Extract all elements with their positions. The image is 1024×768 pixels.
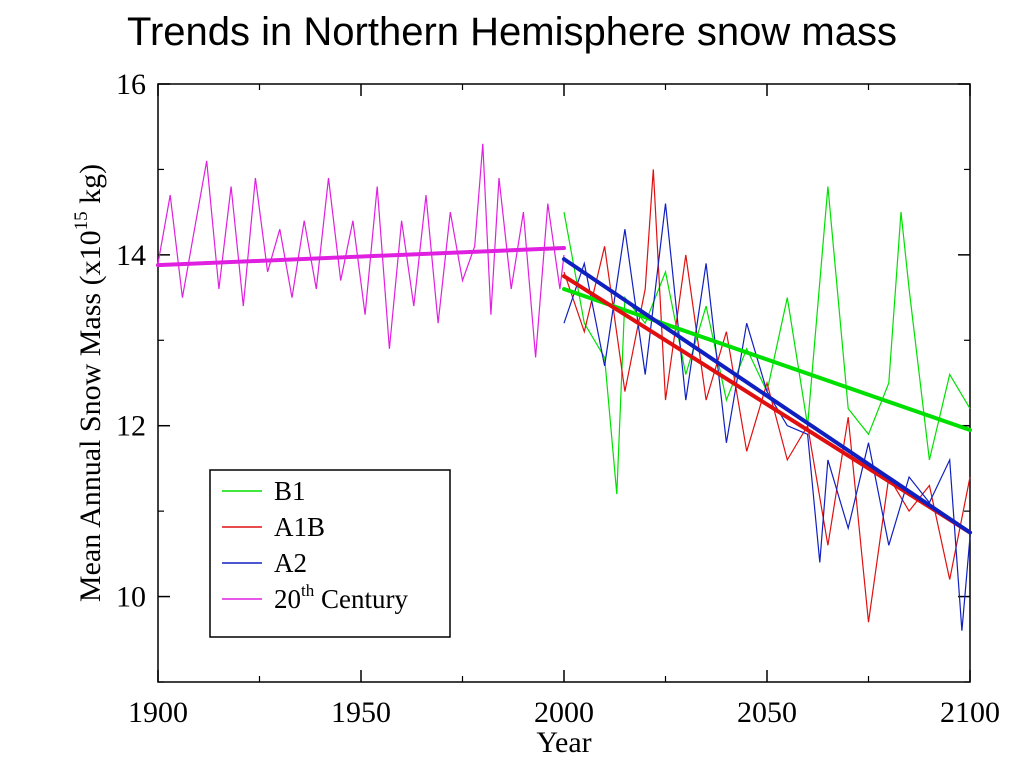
- legend-box: [209, 469, 451, 638]
- x-axis-title: Year: [536, 726, 591, 759]
- trend-line-20th-century: [156, 246, 566, 268]
- y-axis-title-unit: kg): [74, 164, 107, 212]
- series-line-20th-century: [157, 143, 565, 358]
- trend-line-a2: [562, 257, 972, 535]
- legend-label: A1B: [274, 512, 325, 542]
- x-tick-label: 2050: [737, 696, 797, 729]
- y-tick-label: 14: [116, 239, 146, 272]
- legend-label: A2: [274, 548, 307, 578]
- page-title: Trends in Northern Hemisphere snow mass: [127, 10, 897, 54]
- series-line-a1b: [563, 169, 971, 623]
- y-axis-title: Mean Annual Snow Mass (x1015 kg): [71, 164, 107, 602]
- x-tick-label: 1900: [128, 696, 188, 729]
- y-tick-label: 10: [116, 581, 146, 614]
- tick-labels: 1900 1950 2000 2050 2100 10 12 14 16: [116, 68, 1000, 729]
- legend-label: 20th Century: [274, 581, 408, 614]
- x-tick-label: 2100: [940, 696, 1000, 729]
- trend-line-a1b: [562, 274, 972, 535]
- x-tick-label: 2000: [534, 696, 594, 729]
- axis-ticks: [157, 83, 971, 683]
- x-tick-label: 1950: [331, 696, 391, 729]
- y-axis-title-main: Mean Annual Snow Mass (x10: [74, 230, 107, 602]
- y-axis-title-sup: 15: [71, 211, 92, 230]
- trend-line-b1: [562, 287, 972, 432]
- series-line-a2: [563, 203, 971, 631]
- series-layer: [156, 143, 972, 631]
- legend-label: B1: [274, 476, 306, 506]
- y-tick-label: 12: [116, 410, 146, 443]
- y-tick-label: 16: [116, 68, 146, 101]
